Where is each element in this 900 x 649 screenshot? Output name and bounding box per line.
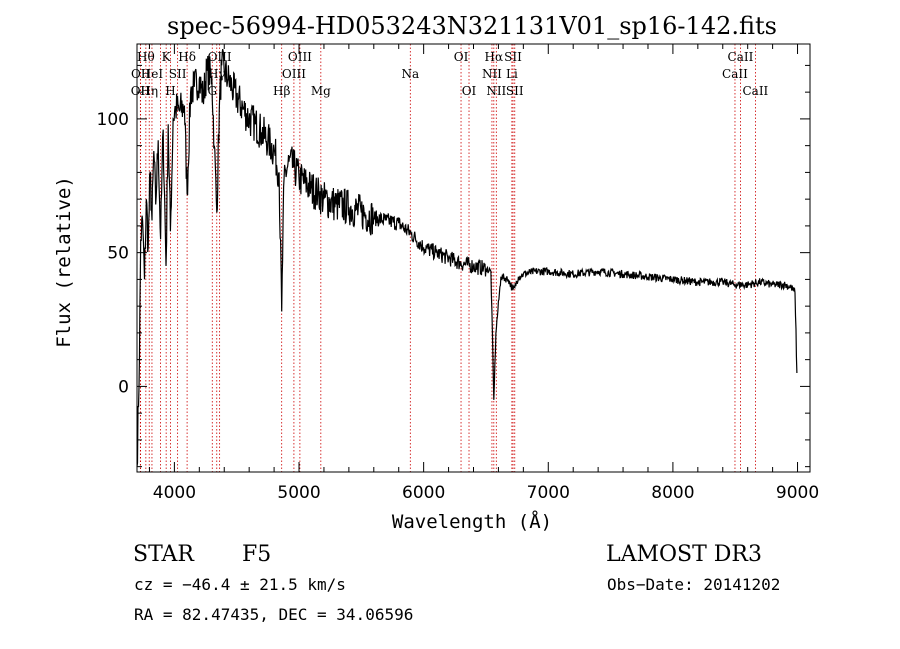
line-label: Hδ <box>178 50 196 64</box>
survey-name: LAMOST DR3 <box>606 542 762 567</box>
line-label: OII <box>131 84 151 98</box>
line-label: CaII <box>742 84 768 98</box>
line-label: K <box>162 50 172 64</box>
line-label: HeI <box>141 67 164 81</box>
x-tick-label: 9000 <box>776 483 819 503</box>
line-label: OI <box>454 50 469 64</box>
x-tick-label: 7000 <box>527 483 570 503</box>
object-subclass: F5 <box>242 542 271 567</box>
x-tick-label: 6000 <box>402 483 445 503</box>
object-class: STAR <box>133 542 195 567</box>
line-label: OIII <box>282 67 306 81</box>
ra-dec-coordinates: RA = 82.47435, DEC = 34.06596 <box>134 605 413 624</box>
x-tick-label: 4000 <box>153 483 196 503</box>
y-axis-label: Flux (relative) <box>53 176 75 348</box>
spectrum-line <box>136 48 798 467</box>
line-label: NII <box>486 84 506 98</box>
line-label: Hθ <box>137 50 155 64</box>
y-axis-ticks: 0 50 100 <box>97 64 810 468</box>
x-axis-label: Wavelength (Å) <box>392 510 552 533</box>
x-tick-label: 8000 <box>651 483 694 503</box>
line-label: NII <box>482 67 502 81</box>
y-tick-label: 0 <box>118 377 129 397</box>
x-axis-ticks: 4000 5000 6000 7000 8000 9000 <box>148 44 819 503</box>
line-label: OIII <box>288 50 312 64</box>
line-label: Hβ <box>273 84 290 98</box>
y-tick-label: 100 <box>97 110 129 130</box>
observation-date: Obs−Date: 20141202 <box>607 575 780 594</box>
chart-title: spec-56994-HD053243N321131V01_sp16-142.f… <box>167 12 777 40</box>
line-label: H <box>165 84 175 98</box>
line-label: Hη <box>140 84 158 98</box>
line-label: OII <box>131 67 151 81</box>
spectral-line-labels: OIIOIIHθHηHeIKHSIIHδGHγOIIIHβOIIIOIIIMgN… <box>131 50 769 98</box>
line-label: CaII <box>722 67 748 81</box>
line-label: OIII <box>208 50 232 64</box>
line-label: Mg <box>311 84 331 98</box>
line-label: SII <box>506 84 524 98</box>
line-label: Li <box>506 67 518 81</box>
line-label: SII <box>169 67 187 81</box>
x-tick-label: 5000 <box>277 483 320 503</box>
line-label: CaII <box>728 50 754 64</box>
line-label: SII <box>504 50 522 64</box>
redshift-cz: cz = −46.4 ± 21.5 km/s <box>134 575 346 594</box>
line-label: Na <box>401 67 419 81</box>
line-label: Hα <box>485 50 504 64</box>
y-tick-label: 50 <box>107 244 129 264</box>
line-label: OI <box>462 84 477 98</box>
spectral-line-markers <box>139 44 756 472</box>
